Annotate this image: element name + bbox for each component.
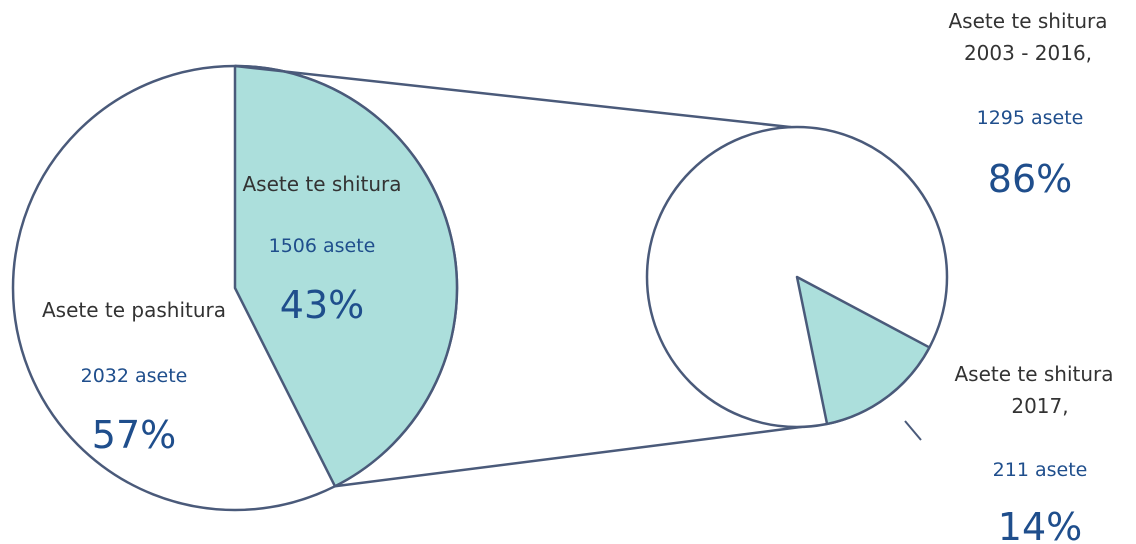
secondary-small-name-line2: 2017,: [1011, 394, 1068, 418]
main-sold-name-label: Asete te shitura: [242, 172, 401, 196]
main-sold-percent-label: 43%: [280, 283, 364, 327]
secondary-small-name-line1: Asete te shitura: [954, 362, 1113, 386]
main-sold-count-label: 1506 asete: [269, 235, 376, 257]
main-slice-sold: [233, 64, 459, 488]
secondary-small-count-label: 211 asete: [993, 459, 1088, 481]
secondary-large-name-line2: 2003 - 2016,: [964, 41, 1092, 65]
secondary-slice-small: [795, 275, 931, 426]
connector-line-bottom: [334, 425, 802, 488]
secondary-large-count-label: 1295 asete: [977, 107, 1084, 129]
connector-line-top: [234, 64, 792, 129]
secondary-large-percent-label: 86%: [988, 157, 1072, 201]
main-unsold-percent-label: 57%: [92, 413, 176, 457]
connector-lines: [234, 64, 802, 488]
main-unsold-count-label: 2032 asete: [81, 365, 188, 387]
secondary-small-leader-line: [904, 420, 922, 441]
secondary-large-name-line1: Asete te shitura: [948, 9, 1107, 33]
main-unsold-name-label: Asete te pashitura: [42, 298, 226, 322]
secondary-small-percent-label: 14%: [998, 505, 1082, 544]
main-pie: [11, 64, 459, 512]
secondary-pie: [645, 125, 949, 429]
